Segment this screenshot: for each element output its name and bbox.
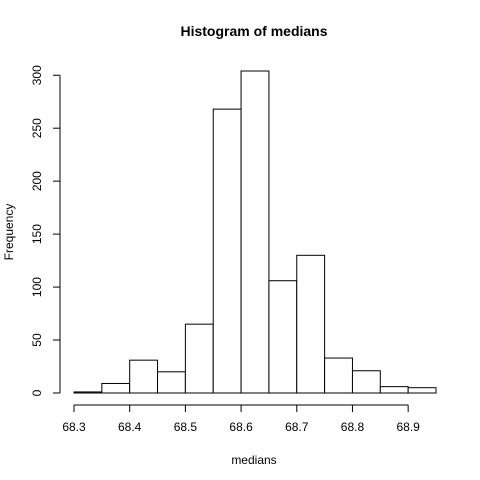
histogram-bar	[407, 387, 437, 394]
histogram-bar	[212, 108, 242, 394]
y-tick-label: 200	[30, 171, 44, 191]
x-axis-label: medians	[231, 453, 276, 467]
y-tick-label: 0	[30, 389, 44, 396]
histogram-bar	[296, 254, 326, 394]
bars-group	[73, 70, 437, 394]
histogram-bar	[129, 359, 159, 394]
y-tick-label: 50	[30, 333, 44, 347]
chart-title: Histogram of medians	[180, 23, 327, 39]
histogram-bar	[379, 386, 409, 394]
x-tick-label: 68.9	[396, 420, 420, 434]
histogram-bar	[351, 370, 381, 394]
y-axis: 0 50 100 150 200 250 300	[30, 65, 61, 396]
y-tick-label: 100	[30, 277, 44, 297]
x-tick-label: 68.6	[229, 420, 253, 434]
y-tick-label: 250	[30, 118, 44, 138]
histogram-bar	[157, 371, 186, 394]
x-tick-label: 68.8	[341, 420, 365, 434]
histogram-bar	[73, 391, 103, 394]
histogram-bar	[184, 323, 214, 394]
y-tick-label: 150	[30, 224, 44, 244]
x-tick-label: 68.3	[62, 420, 86, 434]
x-tick-label: 68.4	[118, 420, 142, 434]
histogram-bar	[240, 70, 270, 394]
x-tick-label: 68.7	[285, 420, 309, 434]
y-tick-label: 300	[30, 65, 44, 85]
x-tick-label: 68.5	[174, 420, 198, 434]
histogram-bar	[101, 382, 131, 394]
y-axis-label: Frequency	[2, 204, 16, 261]
x-axis: 68.3 68.4 68.5 68.6 68.7 68.8 68.9	[62, 404, 420, 434]
histogram-bar	[268, 280, 298, 394]
histogram-bar	[324, 357, 353, 394]
